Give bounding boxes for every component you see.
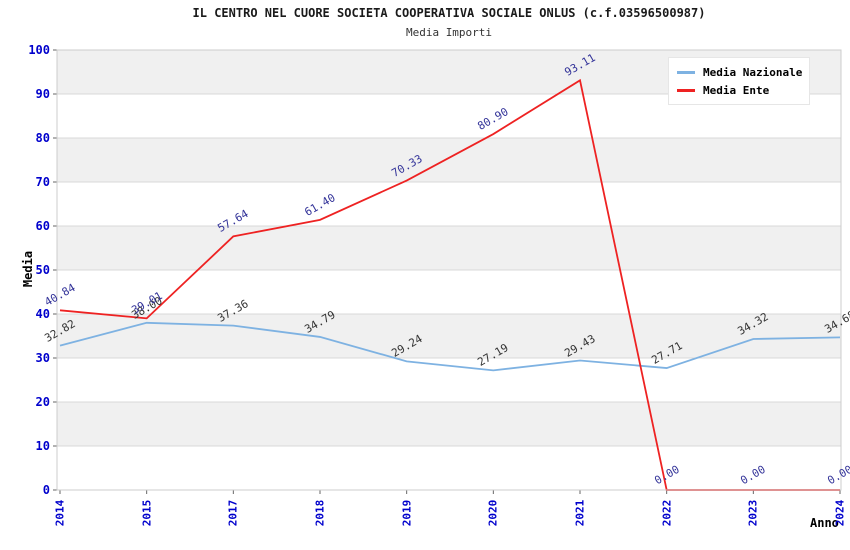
series-line bbox=[59, 321, 841, 372]
legend-label: Media Nazionale bbox=[703, 65, 803, 79]
plot-band bbox=[57, 402, 841, 446]
plot-band bbox=[57, 226, 841, 270]
legend-item-nazionale: Media Nazionale bbox=[677, 65, 803, 79]
plot-border bbox=[56, 49, 842, 491]
chart-subtitle: Media Importi bbox=[405, 26, 493, 39]
line-swatch-icon bbox=[677, 70, 695, 74]
plot-band bbox=[57, 138, 841, 182]
chart-title: IL CENTRO NEL CUORE SOCIETA COOPERATIVA … bbox=[192, 6, 706, 20]
legend-item-ente: Media Ente bbox=[677, 83, 801, 97]
legend-label: Media Ente bbox=[703, 83, 770, 97]
legend: Media Nazionale Media Ente bbox=[668, 57, 810, 105]
plot-band bbox=[57, 314, 841, 358]
line-swatch-icon bbox=[677, 88, 695, 92]
